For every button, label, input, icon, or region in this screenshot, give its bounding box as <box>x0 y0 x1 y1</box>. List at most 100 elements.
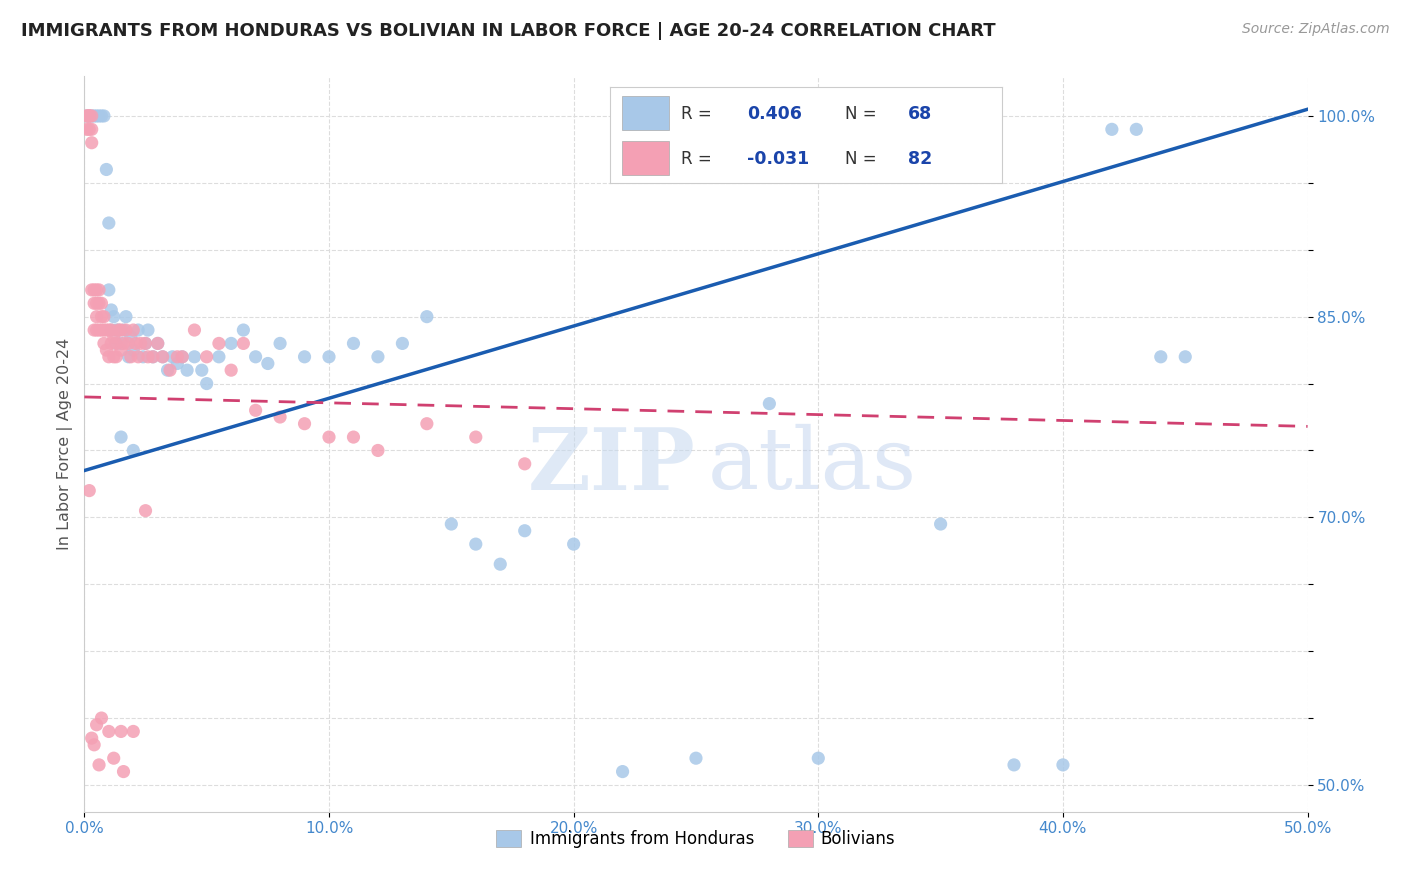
Bolivians <box>86 283 108 297</box>
Bolivians <box>103 329 125 343</box>
Bolivians <box>87 757 110 772</box>
Bolivians <box>122 323 145 337</box>
Bolivians <box>117 336 139 351</box>
Bolivians <box>120 350 142 364</box>
Immigrants from Honduras <box>1052 757 1074 772</box>
Immigrants from Honduras <box>127 323 149 337</box>
Immigrants from Honduras <box>136 323 159 337</box>
Bolivians <box>86 323 108 337</box>
Bolivians <box>105 350 128 364</box>
Text: IMMIGRANTS FROM HONDURAS VS BOLIVIAN IN LABOR FORCE | AGE 20-24 CORRELATION CHAR: IMMIGRANTS FROM HONDURAS VS BOLIVIAN IN … <box>21 22 995 40</box>
Immigrants from Honduras <box>929 516 952 531</box>
Bolivians <box>129 336 152 351</box>
Bolivians <box>90 296 112 310</box>
Bolivians <box>269 409 291 424</box>
Immigrants from Honduras <box>562 537 585 551</box>
Bolivians <box>103 350 125 364</box>
Immigrants from Honduras <box>86 109 108 123</box>
Bolivians <box>152 350 174 364</box>
Bolivians <box>208 336 231 351</box>
Immigrants from Honduras <box>90 109 112 123</box>
Bolivians <box>100 336 122 351</box>
Bolivians <box>86 310 108 324</box>
Immigrants from Honduras <box>83 109 105 123</box>
Bolivians <box>219 363 242 377</box>
Bolivians <box>136 350 159 364</box>
Bolivians <box>83 283 105 297</box>
Bolivians <box>112 764 135 779</box>
Bolivians <box>127 350 149 364</box>
Bolivians <box>77 109 100 123</box>
Bolivians <box>93 310 115 324</box>
Bolivians <box>87 283 110 297</box>
Immigrants from Honduras <box>1002 757 1025 772</box>
Bolivians <box>83 323 105 337</box>
Immigrants from Honduras <box>183 350 205 364</box>
Immigrants from Honduras <box>440 516 463 531</box>
Immigrants from Honduras <box>97 216 120 230</box>
Bolivians <box>103 751 125 765</box>
Bolivians <box>80 109 103 123</box>
Bolivians <box>110 724 132 739</box>
Bolivians <box>294 417 316 431</box>
Bolivians <box>105 336 128 351</box>
Bolivians <box>125 336 148 351</box>
Immigrants from Honduras <box>294 350 316 364</box>
Immigrants from Honduras <box>76 109 98 123</box>
Immigrants from Honduras <box>117 350 139 364</box>
Bolivians <box>93 323 115 337</box>
Bolivians <box>83 296 105 310</box>
Immigrants from Honduras <box>100 323 122 337</box>
Bolivians <box>367 443 389 458</box>
Immigrants from Honduras <box>612 764 634 779</box>
Immigrants from Honduras <box>318 350 340 364</box>
Bolivians <box>96 343 118 357</box>
Bolivians <box>135 503 157 517</box>
Immigrants from Honduras <box>112 323 135 337</box>
Immigrants from Honduras <box>100 302 122 317</box>
Immigrants from Honduras <box>367 350 389 364</box>
Immigrants from Honduras <box>685 751 707 765</box>
Immigrants from Honduras <box>176 363 198 377</box>
Immigrants from Honduras <box>342 336 364 351</box>
Immigrants from Honduras <box>1125 122 1147 136</box>
Bolivians <box>90 711 112 725</box>
Bolivians <box>97 724 120 739</box>
Bolivians <box>87 323 110 337</box>
Bolivians <box>146 336 169 351</box>
Bolivians <box>76 122 98 136</box>
Immigrants from Honduras <box>172 350 194 364</box>
Bolivians <box>90 323 112 337</box>
Immigrants from Honduras <box>1150 350 1173 364</box>
Bolivians <box>318 430 340 444</box>
Bolivians <box>80 122 103 136</box>
Bolivians <box>96 323 118 337</box>
Immigrants from Honduras <box>122 443 145 458</box>
Text: atlas: atlas <box>709 425 917 508</box>
Bolivians <box>77 122 100 136</box>
Immigrants from Honduras <box>232 323 254 337</box>
Bolivians <box>142 350 165 364</box>
Immigrants from Honduras <box>758 396 780 410</box>
Bolivians <box>110 343 132 357</box>
Immigrants from Honduras <box>115 310 138 324</box>
Immigrants from Honduras <box>807 751 830 765</box>
Bolivians <box>513 457 536 471</box>
Immigrants from Honduras <box>110 430 132 444</box>
Immigrants from Honduras <box>416 310 439 324</box>
Bolivians <box>159 363 181 377</box>
Bolivians <box>195 350 218 364</box>
Bolivians <box>77 109 100 123</box>
Bolivians <box>87 296 110 310</box>
Immigrants from Honduras <box>245 350 267 364</box>
Bolivians <box>97 323 120 337</box>
Text: ZIP: ZIP <box>529 424 696 508</box>
Bolivians <box>166 350 188 364</box>
Bolivians <box>97 350 120 364</box>
Immigrants from Honduras <box>391 336 413 351</box>
Immigrants from Honduras <box>269 336 291 351</box>
Immigrants from Honduras <box>219 336 242 351</box>
Immigrants from Honduras <box>162 350 184 364</box>
Legend: Immigrants from Honduras, Bolivians: Immigrants from Honduras, Bolivians <box>489 823 903 855</box>
Immigrants from Honduras <box>120 329 142 343</box>
